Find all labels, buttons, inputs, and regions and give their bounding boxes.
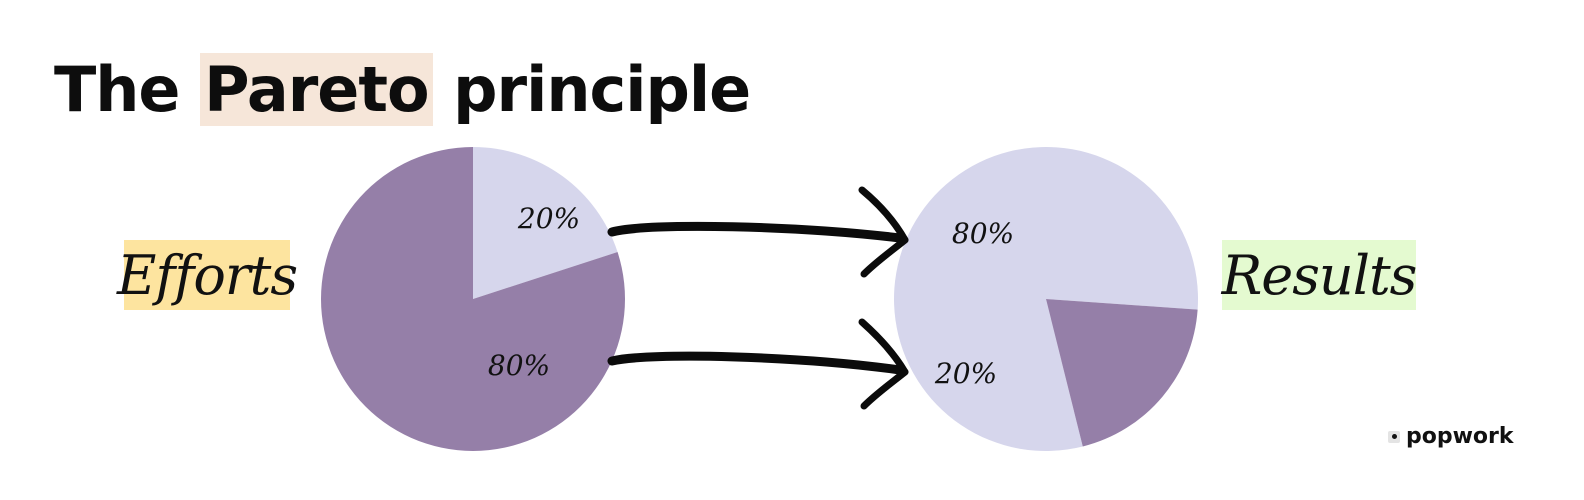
page-title: The Pareto principle: [54, 52, 751, 128]
efforts-pie-slice-20: [473, 147, 618, 299]
title-text-before: The: [54, 53, 201, 126]
efforts-pie-label-20: 20%: [517, 202, 580, 235]
popwork-logo-icon: [1388, 430, 1400, 443]
efforts-pie-label-80: 80%: [488, 349, 550, 382]
efforts-pie-chart: 20% 80%: [321, 147, 625, 451]
arrow-bottom: [607, 318, 909, 410]
results-pie-slice-80: [893, 147, 1198, 452]
title-highlight: Pareto: [200, 53, 433, 126]
efforts-pie-slice-80: [321, 147, 625, 451]
arrow-top: [607, 186, 909, 278]
results-pie-label-20: 20%: [934, 357, 997, 390]
popwork-brand: popwork: [1388, 424, 1514, 449]
efforts-label: Efforts: [117, 240, 298, 310]
results-pie-chart: 80% 20%: [893, 147, 1198, 452]
title-text-after: principle: [432, 53, 751, 126]
results-pie-label-80: 80%: [952, 217, 1014, 250]
results-label: Results: [1222, 240, 1417, 310]
brand-name: popwork: [1406, 424, 1514, 449]
results-pie-slice-20: [1046, 299, 1198, 447]
